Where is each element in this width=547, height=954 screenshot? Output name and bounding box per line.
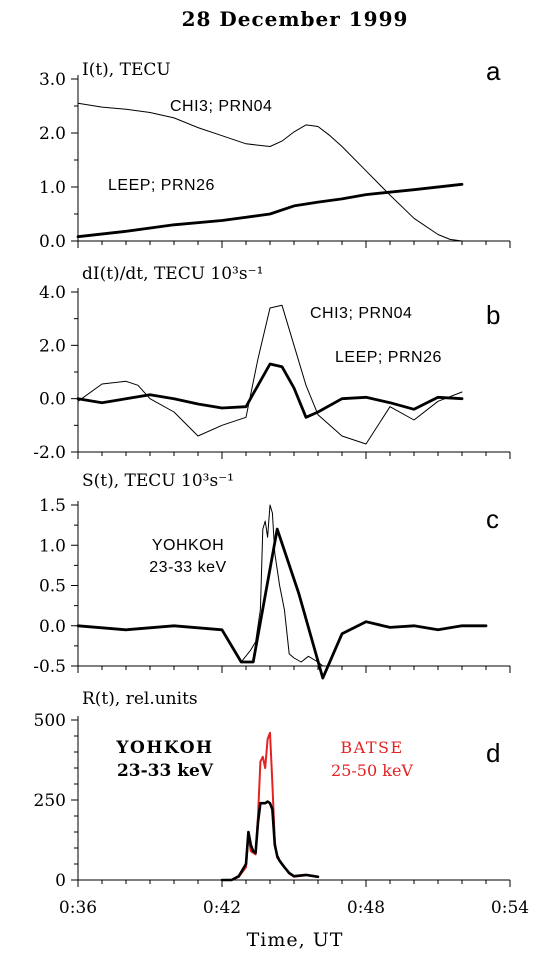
panel-b-series-0 [77,304,463,445]
panel-c-annotation-2: 23-33 keV [149,559,226,576]
panel-a-ytick-label: 3.0 [39,70,66,90]
panel-c-ylabel: S(t), TECU 10³s⁻¹ [82,471,234,491]
panel-d-ytick-label: 0 [55,871,66,891]
panel-b-ylabel: dI(t)/dt, TECU 10³s⁻¹ [82,264,263,284]
panel-b-ytick-label: 0.0 [39,390,66,410]
panel-a: I(t), TECU a CHI3; PRN04 LEEP; PRN26 0.0… [39,56,511,252]
panel-d-ytick-label: 250 [34,791,66,811]
panel-a-letter: a [486,56,501,86]
panel-b-letter: b [486,300,500,330]
panel-b-ytick-label: -2.0 [33,443,66,463]
panel-a-ytick-label: 1.0 [39,178,66,198]
panel-d-yohkoh-energy: 23-33 keV [117,761,214,781]
panel-a-label-chi3: CHI3; PRN04 [170,98,272,115]
x-tick-label: 0:54 [491,898,529,918]
panel-b-ytick-label: 4.0 [39,283,66,303]
panel-c: S(t), TECU 10³s⁻¹ c YOHKOH 23-33 keV -0.… [33,471,511,680]
panel-d: R(t), rel.units d YOHKOH 23-33 keV BATSE… [34,689,511,891]
panel-b-label-leep: LEEP; PRN26 [335,349,442,366]
panel-c-ytick-label: 0.0 [39,617,66,637]
figure-title: 28 December 1999 [182,7,409,31]
panel-c-letter: c [486,504,499,534]
panel-c-series-1 [240,504,324,667]
panel-c-annotation-1: YOHKOH [152,537,224,554]
panel-d-batse-energy: 25-50 keV [331,761,413,780]
panel-b-series-1 [76,362,464,419]
panel-a-series-0 [77,102,463,242]
panel-a-ytick-label: 2.0 [39,124,66,144]
panel-a-label-leep: LEEP; PRN26 [108,177,215,194]
panel-d-ylabel: R(t), rel.units [82,689,198,709]
panel-c-ytick-label: -0.5 [33,657,66,677]
panel-d-batse-label: BATSE [340,738,403,757]
panel-b: dI(t)/dt, TECU 10³s⁻¹ b CHI3; PRN04 LEEP… [33,264,511,463]
panel-a-series-1 [76,182,464,239]
panel-d-ytick-label: 500 [34,711,66,731]
panel-d-yohkoh-label: YOHKOH [115,738,213,758]
panel-c-ytick-label: 0.5 [39,577,66,597]
x-tick-label: 0:36 [59,898,97,918]
x-axis-label: Time, UT [247,929,344,951]
panel-c-ytick-label: 1.0 [39,536,66,556]
x-tick-label: 0:42 [203,898,241,918]
panel-c-ytick-label: 1.5 [39,496,66,516]
x-tick-label: 0:48 [347,898,385,918]
panel-b-ytick-label: 2.0 [39,336,66,356]
panel-a-ytick-label: 0.0 [39,232,66,252]
panel-d-letter: d [486,738,500,768]
panel-d-series-1 [220,800,320,882]
panel-c-series-0 [76,527,488,680]
panel-b-label-chi3: CHI3; PRN04 [310,305,412,322]
panel-a-ylabel: I(t), TECU [82,60,171,80]
